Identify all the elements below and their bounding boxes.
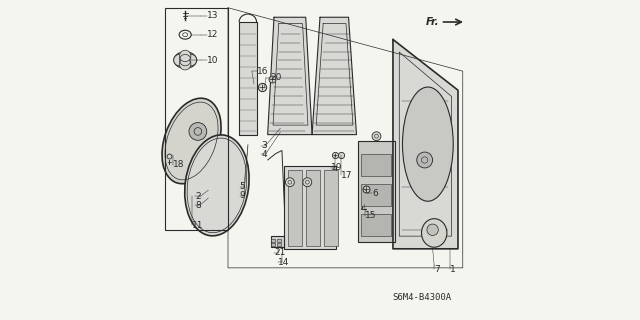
- Circle shape: [417, 152, 433, 168]
- Circle shape: [285, 178, 294, 187]
- Polygon shape: [312, 17, 356, 135]
- Circle shape: [174, 54, 185, 66]
- Bar: [287, 170, 301, 246]
- Text: 16: 16: [257, 67, 268, 76]
- Polygon shape: [239, 22, 257, 135]
- Bar: [271, 239, 275, 242]
- Ellipse shape: [422, 219, 447, 247]
- Text: 1: 1: [450, 265, 456, 274]
- Circle shape: [179, 50, 191, 62]
- Text: 15: 15: [365, 211, 377, 220]
- Text: 13: 13: [207, 11, 219, 20]
- Ellipse shape: [174, 52, 196, 68]
- Text: 9: 9: [240, 191, 246, 200]
- Text: 11: 11: [191, 220, 203, 229]
- Bar: [284, 166, 336, 249]
- Bar: [306, 170, 320, 246]
- Text: 21: 21: [274, 248, 285, 257]
- Bar: [271, 243, 275, 246]
- Text: 19: 19: [331, 164, 342, 172]
- Text: 2: 2: [195, 192, 200, 201]
- Text: 7: 7: [434, 265, 440, 274]
- Bar: [361, 214, 392, 236]
- Bar: [164, 8, 228, 230]
- Text: 4: 4: [261, 150, 267, 159]
- Bar: [361, 184, 392, 206]
- Bar: [271, 236, 284, 247]
- Ellipse shape: [403, 87, 453, 201]
- Polygon shape: [393, 39, 458, 249]
- Text: 8: 8: [195, 201, 201, 210]
- Bar: [277, 243, 281, 246]
- Bar: [277, 239, 281, 242]
- Text: 6: 6: [372, 189, 378, 198]
- Polygon shape: [358, 141, 394, 243]
- Text: 14: 14: [278, 258, 289, 267]
- Circle shape: [372, 132, 381, 141]
- Ellipse shape: [162, 98, 221, 184]
- Text: 12: 12: [207, 30, 219, 39]
- Circle shape: [303, 178, 312, 187]
- Circle shape: [185, 54, 196, 66]
- Polygon shape: [268, 17, 312, 135]
- Bar: [324, 170, 338, 246]
- Text: 20: 20: [271, 73, 282, 82]
- Text: 10: 10: [207, 56, 219, 65]
- Circle shape: [427, 224, 438, 236]
- Text: S6M4-B4300A: S6M4-B4300A: [392, 293, 451, 302]
- Text: 17: 17: [340, 171, 352, 180]
- Ellipse shape: [185, 135, 249, 236]
- Text: 18: 18: [173, 160, 185, 169]
- Circle shape: [179, 59, 191, 70]
- Text: 3: 3: [261, 141, 267, 150]
- Circle shape: [189, 123, 207, 140]
- Text: Fr.: Fr.: [426, 17, 439, 27]
- Bar: [361, 154, 392, 176]
- Text: 5: 5: [240, 182, 246, 191]
